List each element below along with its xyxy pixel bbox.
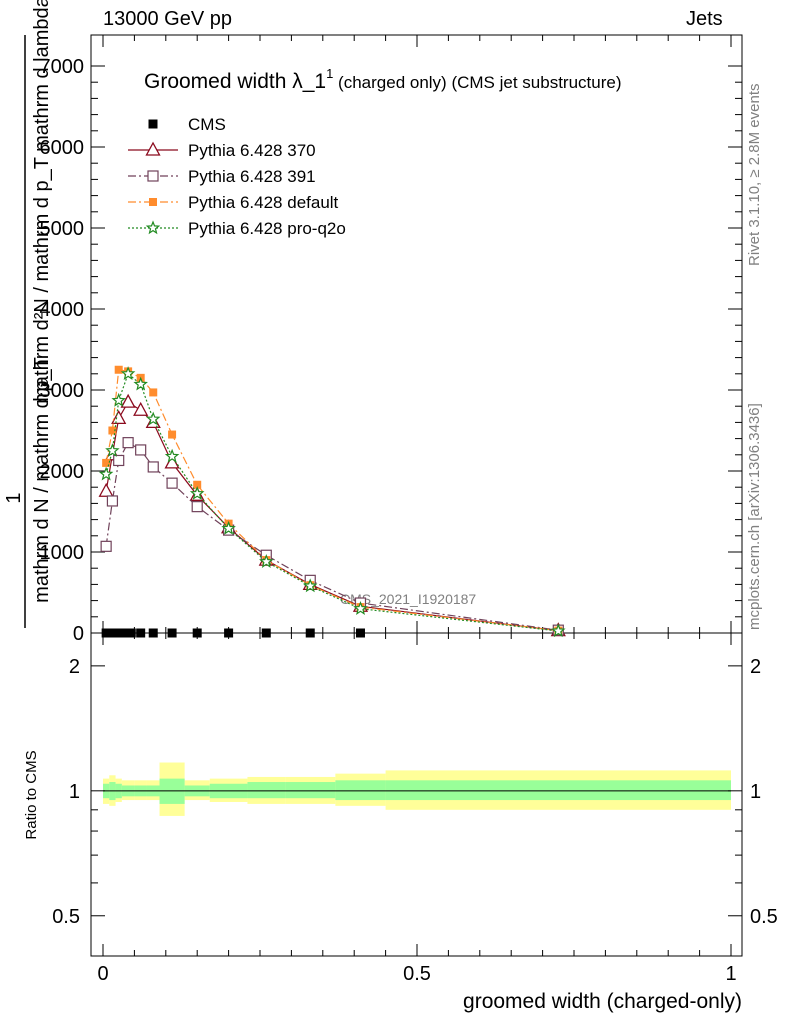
data-point-cms (192, 628, 202, 638)
header-process-label: 13000 GeV pp (103, 8, 232, 30)
legend-marker-cms (148, 119, 158, 129)
series-line-pythia-6-428-391 (105, 441, 559, 631)
data-point-cms (355, 628, 365, 638)
legend-label-pythia-6-428-default: Pythia 6.428 default (188, 193, 339, 212)
data-point-cms (224, 628, 234, 638)
data-point-pythia-6-428-pro-q2o (111, 392, 126, 407)
ratio-y-tick-label-right: 1 (750, 781, 761, 803)
data-point-pythia-6-428-391 (166, 477, 178, 489)
data-point-cms (114, 628, 124, 638)
x-tick-label: 0 (97, 963, 108, 985)
data-point-cms (136, 628, 146, 638)
data-point-pythia-6-428-default (193, 480, 202, 489)
data-point-pythia-6-428-391 (100, 540, 112, 552)
data-point-pythia-6-428-pro-q2o (189, 486, 205, 500)
data-point-pythia-6-428-pro-q2o (133, 376, 148, 391)
y-tick-label: 6000 (40, 137, 85, 159)
data-point-cms (126, 628, 136, 638)
legend-marker-pythia-6-428-default (149, 198, 157, 206)
data-point-pythia-6-428-391 (106, 495, 119, 507)
data-point-pythia-6-428-pro-q2o (120, 366, 136, 381)
data-point-pythia-6-428-391 (191, 501, 203, 513)
legend-label-pythia-6-428-391: Pythia 6.428 391 (188, 167, 316, 186)
ratio-y-tick-label: 1 (69, 781, 80, 803)
data-point-cms (305, 628, 315, 638)
data-point-pythia-6-428-pro-q2o (551, 623, 566, 638)
y-tick-label: 7000 (40, 56, 85, 78)
x-tick-label: 1 (725, 963, 736, 985)
data-point-pythia-6-428-default (149, 388, 158, 397)
header-category-label: Jets (686, 8, 723, 30)
data-point-cms (167, 628, 177, 638)
x-axis-label: groomed width (charged-only) (463, 990, 742, 1013)
chart-title: Groomed width λ_11 (charged only) (CMS j… (144, 66, 621, 93)
legend-label-pythia-6-428-pro-q2o: Pythia 6.428 pro-q2o (188, 219, 346, 238)
data-point-pythia-6-428-pro-q2o (105, 443, 120, 457)
ratio-y-tick-label: 2 (69, 656, 80, 678)
data-point-pythia-6-428-pro-q2o (353, 601, 368, 615)
data-point-pythia-6-428-pro-q2o (164, 448, 180, 463)
data-point-pythia-6-428-370 (133, 401, 149, 416)
ratio-y-tick-label-right: 0.5 (750, 906, 778, 928)
series-line-pythia-6-428-default (105, 369, 559, 632)
y-axis-label-numerator: mathrm d²N / mathrm d p_T mathrm d lambd… (31, 0, 53, 404)
y-tick-label: 2000 (40, 461, 85, 483)
data-point-cms (120, 628, 130, 638)
data-point-pythia-6-428-370 (111, 409, 127, 425)
y-tick-label: 3000 (40, 380, 85, 402)
legend-label-pythia-6-428-370: Pythia 6.428 370 (188, 141, 316, 160)
y-tick-label: 0 (73, 623, 84, 645)
ratio-y-tick-label: 0.5 (52, 906, 80, 928)
data-point-cms (107, 628, 117, 638)
data-point-pythia-6-428-pro-q2o (302, 578, 318, 593)
data-point-pythia-6-428-391 (135, 444, 147, 456)
data-point-pythia-6-428-pro-q2o (221, 520, 236, 535)
y-axis-label-denominator: mathrm d N / mathrm d p_T (31, 357, 53, 603)
data-point-pythia-6-428-370 (120, 393, 136, 408)
data-point-pythia-6-428-391 (113, 454, 125, 467)
legend-label-cms: CMS (188, 115, 226, 134)
data-point-cms (101, 628, 111, 638)
ratio-y-tick-label-right: 2 (750, 656, 761, 678)
legend-marker-pythia-6-428-391 (147, 170, 159, 182)
y-tick-label: 4000 (40, 299, 85, 321)
data-point-pythia-6-428-default (168, 430, 177, 439)
data-point-cms (148, 628, 158, 638)
data-point-pythia-6-428-default (108, 426, 117, 435)
ratio-band-inner (385, 780, 731, 801)
legend-marker-pythia-6-428-pro-q2o (145, 220, 161, 235)
legend-marker-pythia-6-428-370 (145, 141, 161, 156)
y-tick-label: 5000 (40, 218, 85, 240)
data-point-cms (261, 628, 271, 638)
data-point-pythia-6-428-391 (147, 461, 159, 473)
series-line-pythia-6-428-pro-q2o (105, 372, 559, 632)
data-point-pythia-6-428-default (114, 365, 123, 374)
data-point-pythia-6-428-pro-q2o (98, 466, 114, 481)
data-point-pythia-6-428-391 (122, 437, 134, 449)
y-tick-label: 1000 (40, 542, 85, 564)
ratio-band-inner (285, 782, 336, 799)
data-point-pythia-6-428-pro-q2o (145, 411, 161, 426)
watermark-label: CMS_2021_I1920187 (340, 591, 476, 607)
data-point-pythia-6-428-pro-q2o (259, 554, 274, 568)
data-point-pythia-6-428-370 (98, 482, 114, 497)
data-point-pythia-6-428-default (102, 458, 111, 467)
x-tick-label: 0.5 (403, 963, 431, 985)
ratio-band-inner (247, 782, 286, 799)
ratio-band-inner (335, 780, 386, 801)
ratio-y-axis-label: Ratio to CMS (23, 750, 40, 839)
y-axis-label-top: 1 (3, 492, 25, 503)
